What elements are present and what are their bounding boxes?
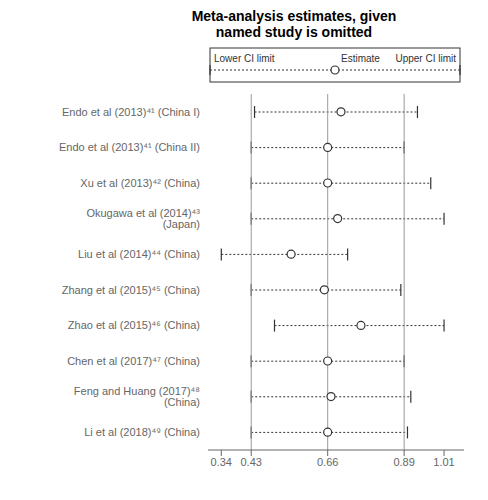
html-text:Meta-analysis estimates, given: Meta-analysis estimates, given named stu… [191,8,397,40]
svg-text:Endo et al (2013)⁴¹ (China II): Endo et al (2013)⁴¹ (China II) [59,141,200,153]
svg-text:1.01: 1.01 [433,456,454,468]
svg-text:0.34: 0.34 [211,456,232,468]
svg-text:Endo et al (2013)⁴¹ (China I): Endo et al (2013)⁴¹ (China I) [62,106,200,118]
svg-text:0.43: 0.43 [241,456,262,468]
svg-text:Liu et al (2014)⁴⁴ (China): Liu et al (2014)⁴⁴ (China) [78,248,200,260]
svg-text:Upper CI limit: Upper CI limit [395,53,456,64]
svg-text:Li et al (2018)⁴⁹ (China): Li et al (2018)⁴⁹ (China) [84,426,200,438]
svg-text:0.66: 0.66 [317,456,338,468]
svg-text:0.89: 0.89 [393,456,414,468]
svg-text:Zhang et al (2015)⁴⁵ (China): Zhang et al (2015)⁴⁵ (China) [62,284,200,296]
svg-text:Zhao et al (2015)⁴⁶ (China): Zhao et al (2015)⁴⁶ (China) [68,319,200,331]
svg-text:Lower CI limit: Lower CI limit [214,53,275,64]
svg-text:Feng and Huang (2017)⁴⁸(China): Feng and Huang (2017)⁴⁸(China) [74,385,200,408]
svg-text:Estimate: Estimate [341,53,380,64]
svg-text:Chen et al (2017)⁴⁷ (China): Chen et al (2017)⁴⁷ (China) [67,355,200,367]
svg-text:Okugawa et al (2014)⁴³(Japan): Okugawa et al (2014)⁴³(Japan) [86,207,200,230]
svg-text:Xu et al (2013)⁴² (China): Xu et al (2013)⁴² (China) [80,177,200,189]
